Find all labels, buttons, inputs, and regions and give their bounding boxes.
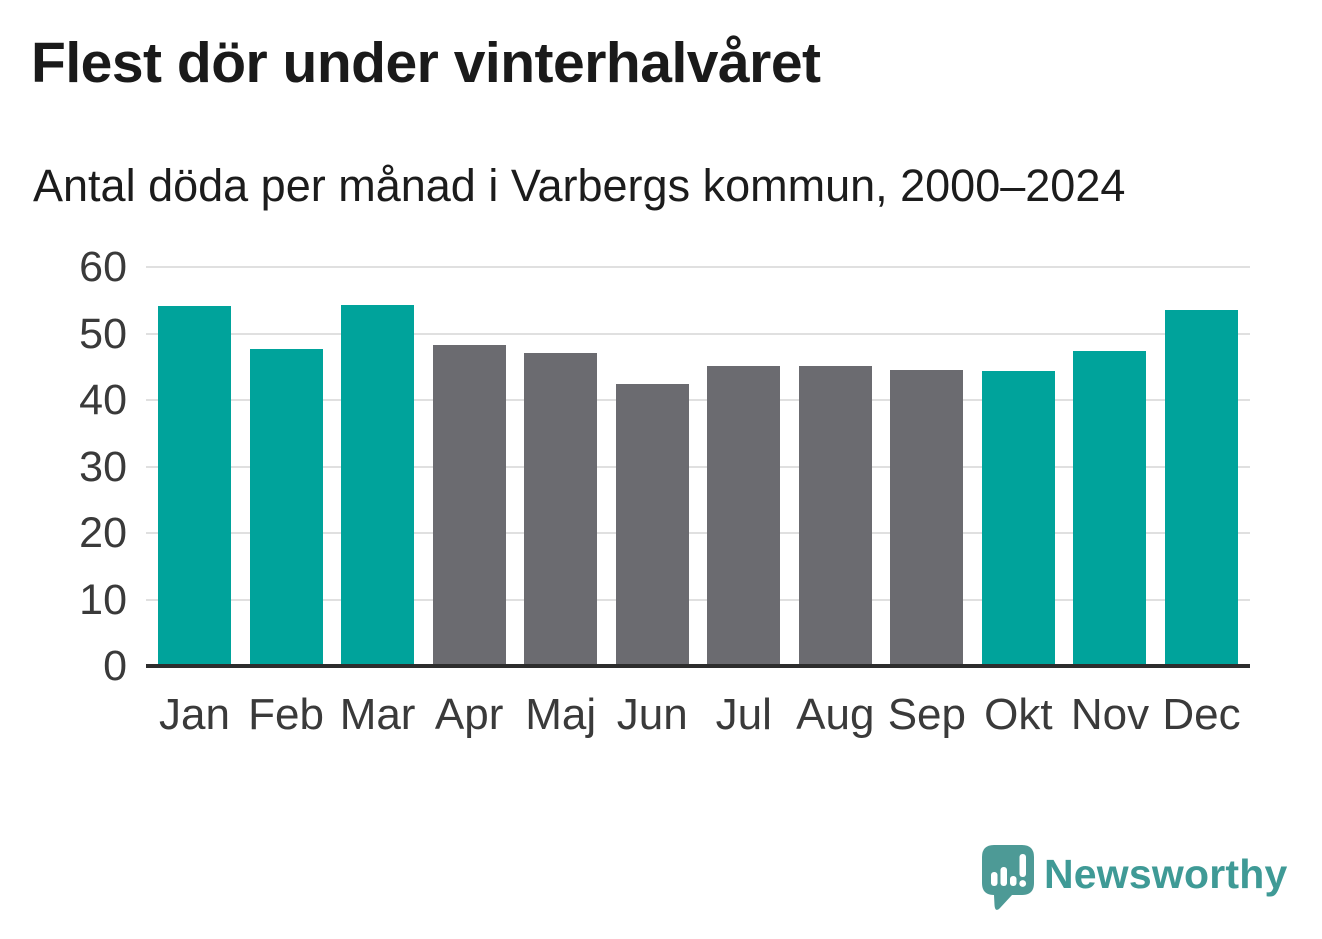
y-tick-label-0: 0 — [103, 642, 127, 690]
bar-dec — [1165, 310, 1238, 666]
x-tick-label-aug: Aug — [796, 690, 875, 739]
gridline-50 — [146, 332, 1250, 335]
plot-area — [146, 266, 1250, 668]
bar-jun — [615, 384, 689, 666]
bar-sep — [890, 370, 964, 666]
x-tick-label-jan: Jan — [159, 690, 230, 739]
gridline-60 — [146, 266, 1250, 268]
y-tick-label-10: 10 — [79, 575, 127, 624]
x-tick-label-jun: Jun — [616, 690, 688, 739]
y-tick-label-50: 50 — [79, 309, 127, 358]
bar-okt — [981, 370, 1055, 666]
newsworthy-speech-bubble-chart-icon — [982, 845, 1034, 910]
x-tick-label-feb: Feb — [248, 690, 324, 739]
x-tick-label-mar: Mar — [339, 690, 416, 739]
gridline-20 — [146, 532, 1250, 534]
gridline-30 — [146, 465, 1250, 468]
x-tick-label-dec: Dec — [1162, 690, 1241, 739]
bar-apr — [432, 345, 506, 666]
bar-mar — [341, 304, 415, 666]
bar-aug — [798, 366, 872, 666]
newsworthy-logo: Newsworthy — [982, 845, 1302, 915]
gridline-10 — [146, 598, 1250, 601]
x-tick-label-apr: Apr — [434, 690, 504, 739]
x-axis-line — [146, 664, 1250, 668]
x-tick-label-okt: Okt — [984, 690, 1053, 739]
y-tick-label-40: 40 — [79, 376, 127, 424]
chart-subtitle: Antal döda per månad i Varbergs kommun, … — [33, 160, 1126, 211]
newsworthy-logo-text: Newsworthy — [1044, 851, 1288, 897]
chart-title: Flest dör under vinterhalvåret — [31, 31, 821, 95]
bar-maj — [524, 353, 598, 666]
gridline-40 — [146, 399, 1250, 401]
y-tick-label-60: 60 — [79, 243, 127, 291]
x-tick-label-jul: Jul — [715, 690, 772, 739]
y-tick-label-20: 20 — [79, 509, 127, 557]
x-tick-label-sep: Sep — [887, 690, 967, 739]
bar-jan — [158, 306, 231, 666]
bar-nov — [1073, 351, 1147, 666]
bar-jul — [707, 366, 781, 666]
y-tick-label-30: 30 — [79, 442, 127, 491]
bar-feb — [249, 349, 323, 666]
x-tick-label-nov: Nov — [1070, 690, 1150, 739]
x-tick-label-maj: Maj — [525, 690, 597, 739]
